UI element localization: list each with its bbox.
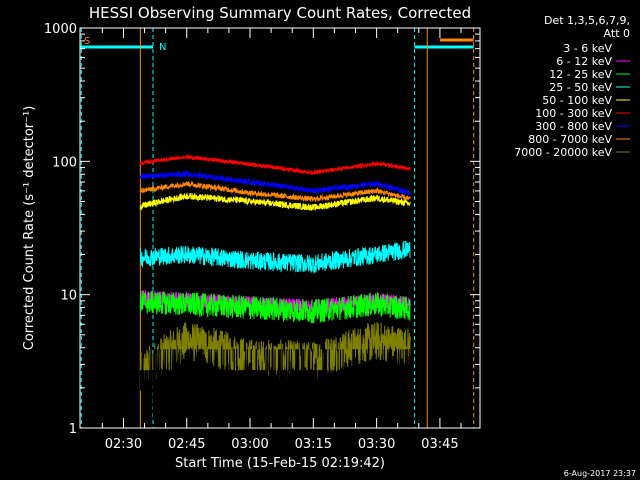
x-tick-label: 03:30 <box>358 437 395 452</box>
y-tick-label: 1000 <box>44 22 77 37</box>
axes: 1 10 100 1000 02:30 02:45 03:00 03:15 03:30 03:45 <box>44 22 480 452</box>
y-tick-label: 10 <box>60 289 77 304</box>
series-line <box>139 321 411 385</box>
legend-title-line2: Att 0 <box>604 27 630 40</box>
x-tick-label: 03:45 <box>421 437 458 452</box>
x-tick-label: 03:15 <box>295 437 332 452</box>
series-line <box>139 348 411 418</box>
legend-label: 300 - 800 keV <box>535 120 612 133</box>
series-line <box>139 240 411 274</box>
plot-area: SN <box>80 28 475 428</box>
legend-title-line1: Det 1,3,5,6,7,9, <box>544 14 630 27</box>
legend-label: 3 - 6 keV <box>563 42 612 55</box>
series-line <box>139 191 411 211</box>
series-line <box>139 170 411 196</box>
legend-label: 50 - 100 keV <box>542 94 612 107</box>
y-axis-label: Corrected Count Rate (s⁻¹ detector⁻¹) <box>22 106 37 351</box>
flag-label-s: S <box>84 36 90 47</box>
x-tick-label: 02:45 <box>168 437 205 452</box>
series-line <box>139 290 411 324</box>
legend-label: 800 - 7000 keV <box>528 133 612 146</box>
legend-label: 6 - 12 keV <box>556 55 612 68</box>
legend-label: 12 - 25 keV <box>549 68 612 81</box>
legend-label: 100 - 300 keV <box>535 107 612 120</box>
x-axis-label: Start Time (15-Feb-15 02:19:42) <box>175 456 385 471</box>
y-tick-label: 100 <box>52 155 77 170</box>
chart-title: HESSI Observing Summary Count Rates, Cor… <box>89 4 471 22</box>
legend-label: 7000 - 20000 keV <box>514 146 612 159</box>
series-line <box>139 153 411 176</box>
x-tick-label: 03:00 <box>231 437 268 452</box>
legend-label: 25 - 50 keV <box>549 81 612 94</box>
series-line <box>139 180 411 203</box>
x-tick-label: 02:30 <box>105 437 142 452</box>
footer-timestamp: 6-Aug-2017 23:37 <box>564 469 636 478</box>
y-tick-label: 1 <box>69 422 77 437</box>
plot-frame <box>79 27 481 429</box>
flag-label-n: N <box>159 42 166 53</box>
